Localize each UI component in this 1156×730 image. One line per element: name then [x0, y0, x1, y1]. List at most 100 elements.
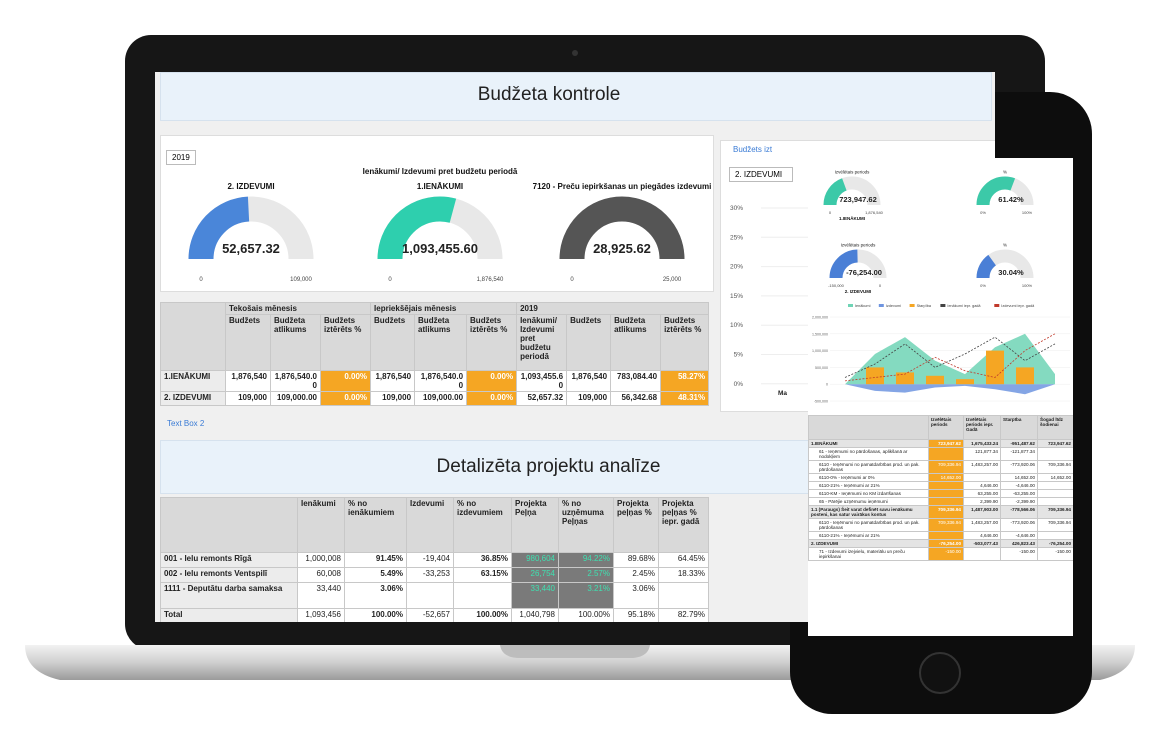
- gauge-value: -76,254.00: [846, 268, 882, 277]
- column-header: Starpība: [1000, 415, 1038, 440]
- cell: -76,254.00: [1037, 539, 1073, 548]
- cell: -2,399.90: [1000, 497, 1038, 506]
- header-row: Izvēlētais periods Izvēlētais periods iep…: [808, 415, 1073, 440]
- cell: [928, 497, 964, 506]
- column-header: Projekta peļņas % iepr. gadā: [658, 497, 709, 553]
- corner-cell: [160, 302, 226, 371]
- data-row: Total 1,093,456 100.00% -52,657 100.00% 1,040…: [160, 608, 709, 622]
- gauge-title: 2. IZDEVUMI: [227, 182, 274, 191]
- side-y-label: 15%: [730, 293, 743, 300]
- legend-label: Izdevumi iepr. gadā: [1001, 304, 1035, 308]
- legend-swatch: [878, 304, 884, 307]
- cell: -4,646.00: [1000, 531, 1038, 540]
- bar: [956, 379, 974, 385]
- cell: 36.85%: [453, 552, 512, 568]
- column-header: Budžets: [370, 314, 416, 371]
- gauge-value: 723,947.62: [839, 195, 877, 204]
- cell: 783,084.40: [610, 370, 662, 392]
- gauge-min: 0: [388, 277, 392, 283]
- bar: [926, 375, 944, 385]
- cell: 1,093,456: [297, 608, 345, 622]
- y-tick-label: 1,000,000: [812, 349, 828, 353]
- column-header: Izvēlētais periods: [928, 415, 964, 440]
- cell: [658, 582, 709, 609]
- column-header: Budžets iztērēts %: [319, 314, 372, 371]
- column-header: Šogad līdz šodienai: [1037, 415, 1073, 440]
- row-label: 002 - Ielu remonts Ventspilī: [160, 567, 298, 583]
- cell: [1037, 489, 1073, 498]
- legend-label: Ienākumi iepr. gadā: [947, 304, 981, 308]
- cell: -19,404: [406, 552, 454, 568]
- data-row: 1.IENĀKUMI 1,876,540 1,876,540.00 0.00% 1,87…: [160, 370, 710, 392]
- y-tick-label: -500,000: [814, 400, 828, 404]
- gauge-min: -150,000: [828, 283, 845, 288]
- gauge-min: 0: [570, 277, 574, 283]
- column-header: Budžets iztērēts %: [660, 314, 710, 371]
- section-title: Detalizēta projektu analīze: [436, 456, 661, 477]
- gauge-fill: [188, 196, 314, 260]
- cell: 100.00%: [453, 608, 512, 622]
- cell: 1,876,540: [225, 370, 271, 392]
- side-panel-title[interactable]: Budžets izt: [733, 145, 773, 154]
- cell: 0.00%: [319, 391, 372, 406]
- data-row: 002 - Ielu remonts Ventspilī 60,008 5.49% -…: [160, 567, 709, 583]
- y-tick-label: 1,500,000: [812, 332, 828, 336]
- header-row: Budžets Budžeta atlikums Budžets iztērēts …: [161, 314, 710, 371]
- column-header: % no uzņēmuma Peļņas: [558, 497, 614, 553]
- cell: 100.00%: [344, 608, 407, 622]
- gauge-fill: [976, 249, 1034, 279]
- cell: 2,399.90: [963, 497, 1001, 506]
- row-label: 2. IZDEVUMI: [808, 539, 929, 548]
- laptop-camera: [572, 50, 578, 56]
- side-y-label: 10%: [730, 322, 743, 329]
- cell: -150.00: [928, 547, 964, 561]
- gauge-max: 1,876,540: [477, 277, 504, 283]
- side-dropdown[interactable]: 2. IZDEVUMI: [729, 167, 793, 182]
- side-y-label: 30%: [730, 205, 743, 212]
- line: [844, 333, 1056, 382]
- row-label: 1.IENĀKUMI: [160, 370, 226, 392]
- header-row: Ienākumi% no ienākumiem Izdevumi% no izde…: [160, 497, 709, 553]
- gauge-min: 0%: [980, 210, 986, 215]
- gauge-fill: [377, 196, 503, 260]
- row-label: 6110 - Ieņēmumi no pamatdarbības prod. u…: [808, 518, 929, 532]
- cell: [453, 582, 512, 609]
- cell: 63.15%: [453, 567, 512, 583]
- cell: -773,920.06: [1000, 518, 1038, 532]
- cell: 0.00%: [466, 370, 518, 392]
- project-table: Ienākumi% no ienākumiem Izdevumi% no izde…: [160, 497, 709, 622]
- group-header: 2019: [516, 302, 710, 315]
- cell: 3.21%: [558, 582, 614, 609]
- row-label: 1111 - Deputātu darba samaksa: [160, 582, 298, 609]
- title-band: Budžeta kontrole: [160, 72, 992, 121]
- cell: -150.00: [1037, 547, 1073, 561]
- cell: 709,336.94: [1037, 505, 1073, 519]
- gauge-max: 100%: [1022, 210, 1033, 215]
- year-filter[interactable]: 2019: [166, 150, 196, 165]
- legend-swatch: [940, 304, 946, 307]
- cell: 1,093,455.60: [516, 370, 568, 392]
- gauge-fill: [976, 176, 1034, 206]
- cell: -503,077.43: [963, 539, 1001, 548]
- gauge-fill: [559, 196, 685, 260]
- group-header: Iepriekšējais mēnesis: [370, 302, 518, 315]
- cell: -778,566.06: [1000, 505, 1038, 519]
- phone-home-button[interactable]: [919, 652, 961, 694]
- data-row: 2. IZDEVUMI 109,000 109,000.00 0.00% 109,000…: [160, 391, 710, 406]
- cell: [928, 481, 964, 490]
- title2-band: Detalizēta projektu analīze: [160, 440, 937, 494]
- cell: 426,823.43: [1000, 539, 1038, 548]
- gauge-title: 1.IENĀKUMI: [839, 215, 865, 221]
- bar: [986, 350, 1004, 385]
- cell: 1,876,540: [566, 370, 612, 392]
- gauge-caption: Izvēlētais periods: [841, 243, 877, 248]
- cell: -150.00: [1000, 547, 1038, 561]
- cell: 723,947.62: [1037, 439, 1073, 448]
- data-row: 65 - Pārējie uzņēmumu ieņēmumi 2,399.90 -2…: [808, 497, 1073, 506]
- group-header: Tekošais mēnesis: [224, 302, 372, 315]
- column-header: Projekta peļņas %: [613, 497, 659, 553]
- y-tick-label: 2,000,000: [812, 316, 828, 320]
- cell: 33,440: [297, 582, 345, 609]
- textbox-label[interactable]: Text Box 2: [167, 419, 205, 428]
